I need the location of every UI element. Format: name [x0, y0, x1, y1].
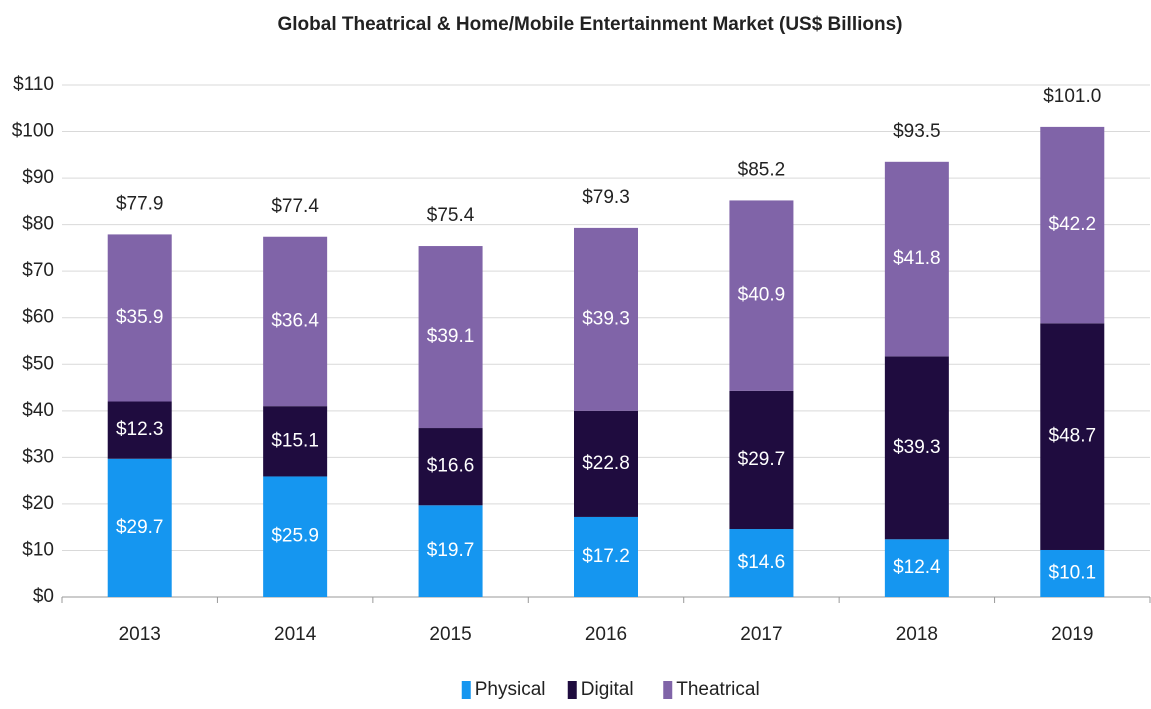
bar-segment: [1040, 323, 1105, 550]
data-label: $10.1: [1049, 563, 1097, 584]
legend-label: Digital: [581, 679, 634, 700]
total-label: $77.9: [116, 193, 164, 214]
total-label: $75.4: [427, 205, 475, 226]
data-label: $16.6: [427, 456, 475, 477]
y-tick-label: $20: [22, 493, 54, 514]
bar-segment: [263, 406, 328, 477]
data-label: $17.2: [582, 546, 630, 567]
y-tick-label: $60: [22, 307, 54, 328]
data-label: $39.3: [582, 308, 630, 329]
bar-segment: [107, 401, 172, 459]
x-tick-label: 2018: [896, 624, 938, 645]
bar-segment: [418, 428, 483, 506]
bar-segment: [263, 236, 328, 407]
x-tick-label: 2016: [585, 624, 627, 645]
data-label: $29.7: [116, 517, 164, 538]
bar-segment: [884, 539, 949, 597]
bar-segment: [729, 390, 794, 530]
x-tick-label: 2014: [274, 624, 317, 645]
bar-segment: [884, 356, 949, 540]
data-label: $39.1: [427, 326, 475, 347]
y-tick-label: $40: [22, 400, 54, 421]
bar-segment: [574, 516, 638, 597]
data-label: $19.7: [427, 540, 475, 561]
bar-segment: [418, 246, 483, 429]
y-tick-label: $70: [22, 260, 54, 281]
data-label: $36.4: [271, 310, 319, 331]
bar-segment: [1040, 126, 1105, 324]
data-label: $41.8: [893, 248, 941, 269]
legend-label: Physical: [475, 679, 546, 700]
bar-segment: [574, 227, 638, 411]
x-tick-label: 2017: [740, 624, 782, 645]
y-tick-label: $90: [22, 167, 54, 188]
bar-segment: [107, 234, 172, 402]
total-label: $85.2: [738, 159, 786, 180]
bar-segment: [418, 505, 483, 597]
data-label: $35.9: [116, 307, 164, 328]
y-tick-label: $100: [12, 121, 54, 142]
bar-segment: [729, 200, 794, 391]
total-label: $101.0: [1043, 86, 1101, 107]
legend-swatch: [461, 681, 471, 699]
y-tick-label: $80: [22, 214, 54, 235]
bar-segment: [729, 529, 794, 597]
y-tick-label: $30: [22, 446, 54, 467]
legend-swatch: [567, 681, 577, 699]
data-label: $22.8: [582, 453, 630, 474]
x-tick-label: 2019: [1051, 624, 1093, 645]
legend-swatch: [663, 681, 673, 699]
y-tick-label: $110: [13, 74, 54, 95]
bar-segment: [263, 476, 328, 597]
bar-segment: [574, 410, 638, 517]
legend-label: Theatrical: [676, 679, 759, 700]
chart-title: Global Theatrical & Home/Mobile Entertai…: [278, 14, 903, 35]
bar-segment: [107, 458, 172, 597]
bar-segment: [1040, 549, 1105, 597]
x-tick-label: 2015: [429, 624, 471, 645]
data-label: $29.7: [738, 449, 786, 470]
data-label: $25.9: [271, 526, 319, 547]
data-label: $48.7: [1049, 426, 1097, 447]
data-label: $14.6: [738, 552, 786, 573]
y-tick-label: $0: [33, 586, 54, 607]
bar-segment: [884, 161, 949, 357]
data-label: $15.1: [271, 430, 319, 451]
data-label: $42.2: [1049, 214, 1097, 235]
data-label: $12.4: [893, 557, 941, 578]
data-label: $39.3: [893, 437, 941, 458]
total-label: $93.5: [893, 121, 941, 142]
total-label: $79.3: [582, 187, 630, 208]
total-label: $77.4: [271, 196, 319, 217]
y-tick-label: $50: [22, 353, 54, 374]
data-label: $12.3: [116, 419, 164, 440]
data-label: $40.9: [738, 285, 786, 306]
y-tick-label: $10: [22, 539, 54, 560]
x-tick-label: 2013: [119, 624, 161, 645]
